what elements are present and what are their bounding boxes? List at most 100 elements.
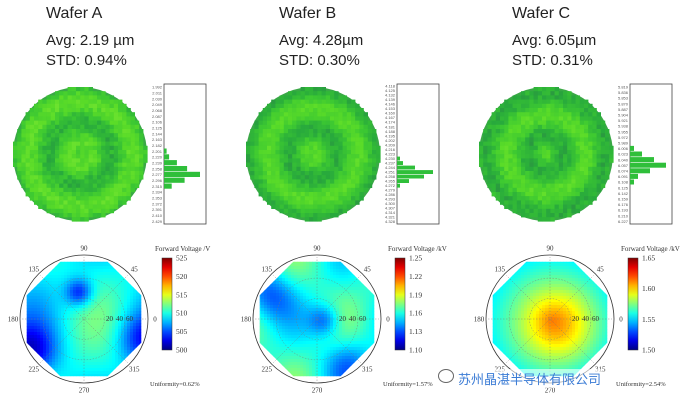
polar-cell	[133, 347, 137, 351]
polar-cell	[130, 335, 134, 339]
map-cell	[38, 158, 43, 163]
map-cell	[63, 187, 68, 193]
map-cell	[325, 183, 331, 188]
map-cell	[122, 116, 127, 121]
polar-cell	[342, 338, 346, 342]
map-cell	[130, 183, 135, 188]
map-cell	[313, 154, 318, 159]
polar-cell	[130, 347, 134, 351]
polar-cell	[291, 281, 295, 285]
polar-cell	[318, 278, 322, 282]
polar-cell	[306, 305, 310, 309]
map-cell	[34, 158, 39, 163]
polar-cell	[330, 290, 334, 294]
polar-cell	[130, 287, 134, 291]
polar-cell	[342, 299, 346, 303]
map-cell	[250, 171, 255, 176]
map-cell	[113, 108, 119, 113]
map-cell	[67, 124, 72, 130]
polar-cell	[121, 314, 125, 318]
map-cell	[34, 137, 39, 142]
polar-cell	[127, 278, 131, 282]
map-cell	[34, 145, 39, 151]
polar-cell	[49, 269, 53, 273]
map-cell	[275, 183, 280, 188]
polar-cell	[273, 356, 277, 360]
polar-cell	[261, 257, 264, 260]
histogram-bar	[397, 183, 400, 188]
polar-cell	[372, 308, 375, 312]
polar-cell	[136, 257, 139, 260]
polar-cell	[91, 269, 95, 273]
map-cell	[46, 95, 51, 100]
polar-cell	[279, 290, 283, 294]
polar-cell	[291, 287, 295, 291]
map-cell	[330, 171, 335, 176]
polar-cell	[309, 290, 313, 294]
polar-cell	[22, 311, 25, 314]
polar-cell	[70, 257, 73, 260]
polar-cell	[106, 302, 110, 306]
map-cell	[92, 166, 98, 172]
map-cell	[21, 137, 26, 142]
map-cell	[122, 175, 127, 180]
map-cell	[80, 162, 85, 167]
map-cell	[288, 192, 293, 197]
polar-cell	[76, 290, 80, 294]
map-cell	[71, 120, 77, 125]
map-cell	[29, 120, 35, 125]
polar-cell	[145, 281, 148, 284]
polar-cell	[109, 290, 113, 294]
polar-cell	[267, 308, 271, 312]
polar-cell	[279, 362, 283, 366]
map-cell	[355, 116, 360, 121]
polar-cell	[360, 293, 364, 297]
polar-cell	[327, 320, 331, 324]
polar-cell	[52, 311, 56, 315]
map-cell	[317, 158, 322, 163]
polar-cell	[321, 326, 325, 330]
polar-cell	[303, 323, 307, 327]
polar-cell	[306, 329, 310, 333]
polar-cell	[46, 317, 50, 321]
map-cell	[275, 166, 280, 172]
polar-cell	[309, 362, 313, 366]
map-cell	[126, 120, 131, 125]
polar-cell	[273, 338, 277, 342]
polar-cell	[34, 377, 37, 380]
histogram-bin-label: 2.334	[152, 190, 163, 195]
map-cell	[139, 171, 144, 176]
polar-cell	[46, 329, 50, 333]
polar-cell	[91, 377, 94, 380]
polar-cell	[26, 332, 29, 336]
polar-cell	[369, 326, 373, 330]
polar-cell	[97, 365, 101, 369]
polar-cell	[354, 365, 358, 369]
map-cell	[29, 196, 35, 201]
polar-cell	[82, 365, 86, 369]
polar-cell	[55, 347, 59, 351]
map-cell	[50, 204, 56, 209]
map-cell	[346, 196, 352, 201]
polar-cell	[109, 296, 113, 300]
polar-cell	[315, 329, 319, 333]
polar-cell	[76, 335, 80, 339]
polar-cell	[348, 290, 352, 294]
map-cell	[313, 91, 318, 96]
polar-cell	[324, 356, 328, 360]
polar-cell	[366, 287, 370, 291]
map-cell	[355, 103, 360, 109]
polar-cell	[106, 380, 109, 383]
polar-cell	[255, 317, 258, 320]
map-cell	[317, 192, 322, 197]
polar-cell	[297, 278, 301, 282]
polar-cell	[73, 287, 77, 291]
polar-cell	[43, 305, 47, 309]
polar-cell	[109, 323, 113, 327]
map-cell	[359, 120, 364, 125]
colorbar-tick: 510	[176, 309, 188, 318]
map-cell	[342, 204, 347, 209]
polar-cell	[82, 284, 86, 288]
polar-cell	[88, 338, 92, 342]
polar-cell	[306, 317, 310, 321]
